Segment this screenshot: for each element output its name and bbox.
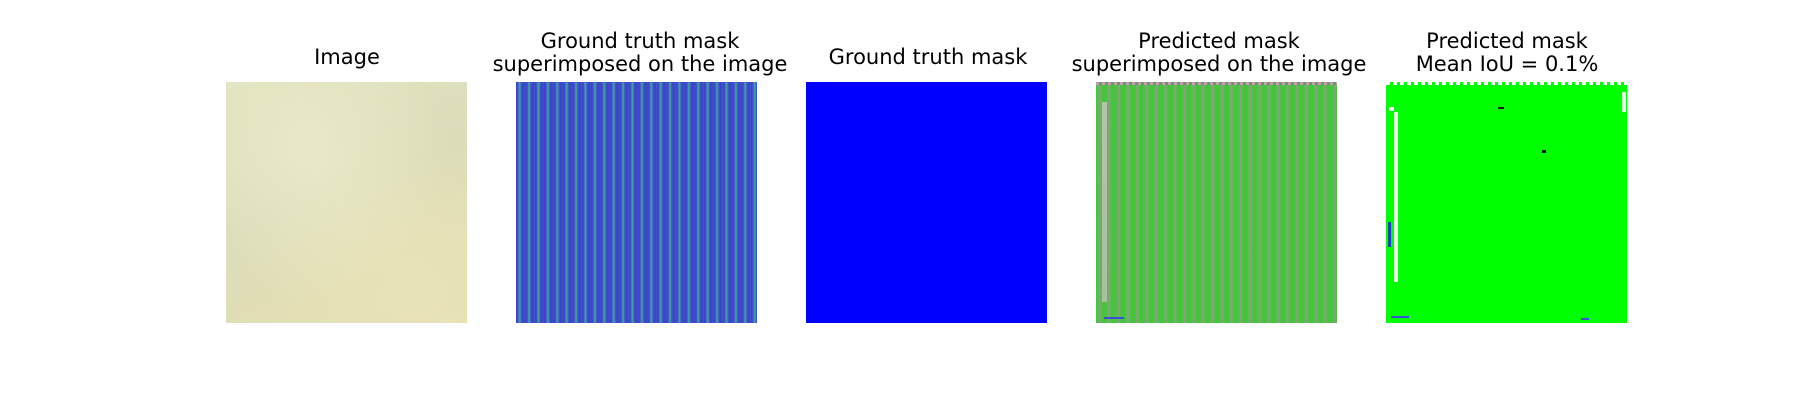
mask-speck [1581, 318, 1589, 320]
panel-title-ground-truth-overlay: Ground truth mask superimposed on the im… [475, 30, 805, 76]
panel-title-line: Predicted mask [1138, 29, 1300, 53]
ground-truth-overlay-image [516, 82, 757, 323]
panel-title-line: Predicted mask [1426, 29, 1588, 53]
panel-title-image: Image [182, 46, 512, 69]
mask-speck [1542, 150, 1546, 153]
predicted-mask-image [1386, 82, 1627, 323]
panel-title-predicted-mask: Predicted mask Mean IoU = 0.1% [1342, 30, 1672, 76]
panel-title-ground-truth-mask: Ground truth mask [763, 46, 1093, 69]
overlay-edge-artifact [1102, 102, 1107, 302]
mask-speck [1389, 107, 1394, 111]
overlay-edge-artifact [1096, 82, 1337, 85]
panel-title-line: Image [314, 45, 380, 69]
mask-edge-artifact [1394, 112, 1398, 282]
predicted-overlay-image [1096, 82, 1337, 323]
mask-speck [1388, 222, 1391, 247]
panel-title-line: superimposed on the image [1071, 52, 1367, 76]
original-image [226, 82, 467, 323]
mask-speck [1498, 107, 1504, 109]
mask-speck [1622, 92, 1626, 112]
panel-title-line: Ground truth mask [540, 29, 740, 53]
panel-title-line: Ground truth mask [828, 45, 1028, 69]
mask-speck [1391, 316, 1409, 318]
panel-title-line: superimposed on the image [492, 52, 788, 76]
panel-title-predicted-overlay: Predicted mask superimposed on the image [1054, 30, 1384, 76]
panel-title-line: Mean IoU = 0.1% [1415, 52, 1599, 76]
overlay-edge-artifact [1104, 317, 1124, 319]
mask-edge-artifact [1386, 82, 1627, 85]
ground-truth-mask-image [806, 82, 1047, 323]
